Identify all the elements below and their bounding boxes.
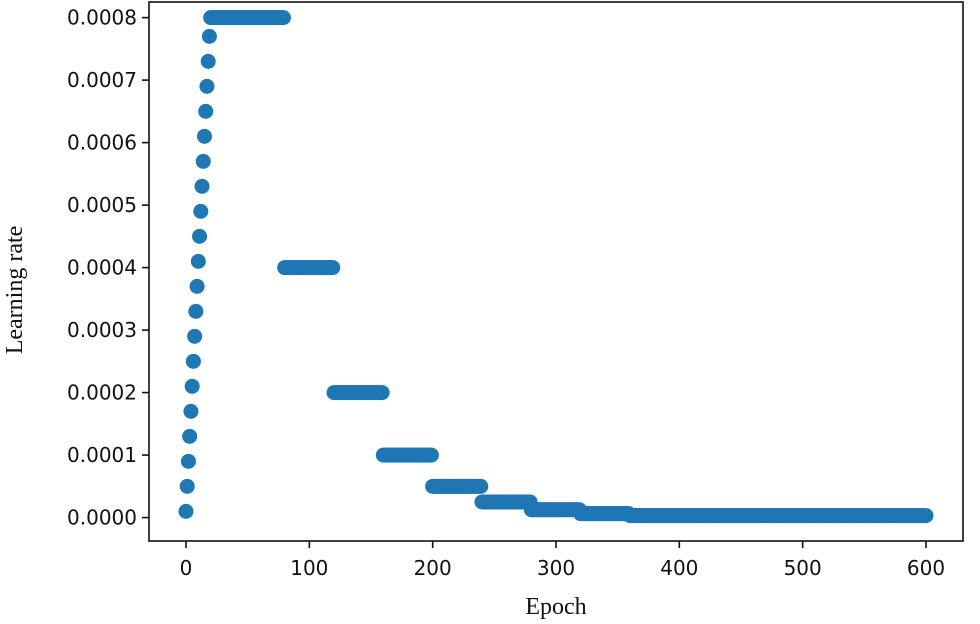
data-point bbox=[192, 228, 208, 244]
x-axis-title: Epoch bbox=[525, 594, 586, 620]
data-point bbox=[275, 10, 291, 26]
y-tick-label: 0.0002 bbox=[67, 381, 137, 405]
data-points bbox=[178, 10, 934, 524]
y-tick-label: 0.0004 bbox=[67, 256, 137, 280]
data-point bbox=[199, 78, 215, 94]
data-point bbox=[182, 428, 198, 444]
y-tick-label: 0.0006 bbox=[67, 131, 137, 155]
x-tick-label: 200 bbox=[414, 556, 452, 580]
x-tick-label: 100 bbox=[290, 556, 328, 580]
data-point bbox=[201, 28, 217, 44]
y-tick-label: 0.0003 bbox=[67, 318, 137, 342]
x-tick-label: 500 bbox=[784, 556, 822, 580]
y-axis-ticks: 0.0000 0.0001 0.0002 0.0003 0.0004 0.0005 0.00… bbox=[67, 6, 149, 530]
data-point bbox=[190, 253, 206, 269]
data-point bbox=[198, 103, 214, 119]
x-tick-label: 400 bbox=[660, 556, 698, 580]
data-point bbox=[184, 378, 200, 394]
x-tick-label: 0 bbox=[180, 556, 193, 580]
y-tick-label: 0.0007 bbox=[67, 68, 137, 92]
x-tick-label: 300 bbox=[537, 556, 575, 580]
data-point bbox=[188, 303, 204, 319]
plot-frame bbox=[148, 1, 964, 542]
data-point bbox=[178, 503, 194, 519]
data-point bbox=[325, 260, 341, 276]
data-point bbox=[180, 453, 196, 469]
data-point bbox=[179, 478, 195, 494]
x-tick-label: 600 bbox=[907, 556, 945, 580]
y-tick-label: 0.0005 bbox=[67, 193, 137, 217]
data-point bbox=[374, 385, 390, 401]
data-point bbox=[473, 478, 489, 494]
y-tick-label: 0.0001 bbox=[67, 443, 137, 467]
data-point bbox=[197, 128, 212, 144]
data-point bbox=[195, 153, 211, 169]
data-point bbox=[194, 178, 210, 194]
data-point bbox=[200, 53, 216, 69]
data-point bbox=[185, 353, 201, 369]
data-point bbox=[183, 403, 199, 419]
x-axis-ticks: 0 100 200 300 400 500 600 bbox=[180, 541, 945, 580]
data-point bbox=[918, 508, 934, 524]
data-point bbox=[189, 278, 205, 294]
y-tick-label: 0.0000 bbox=[67, 506, 137, 530]
data-point bbox=[187, 328, 203, 344]
data-point bbox=[423, 447, 439, 463]
y-tick-label: 0.0008 bbox=[67, 6, 137, 30]
y-axis-title: Learning rate bbox=[2, 226, 28, 355]
data-point bbox=[193, 203, 209, 219]
